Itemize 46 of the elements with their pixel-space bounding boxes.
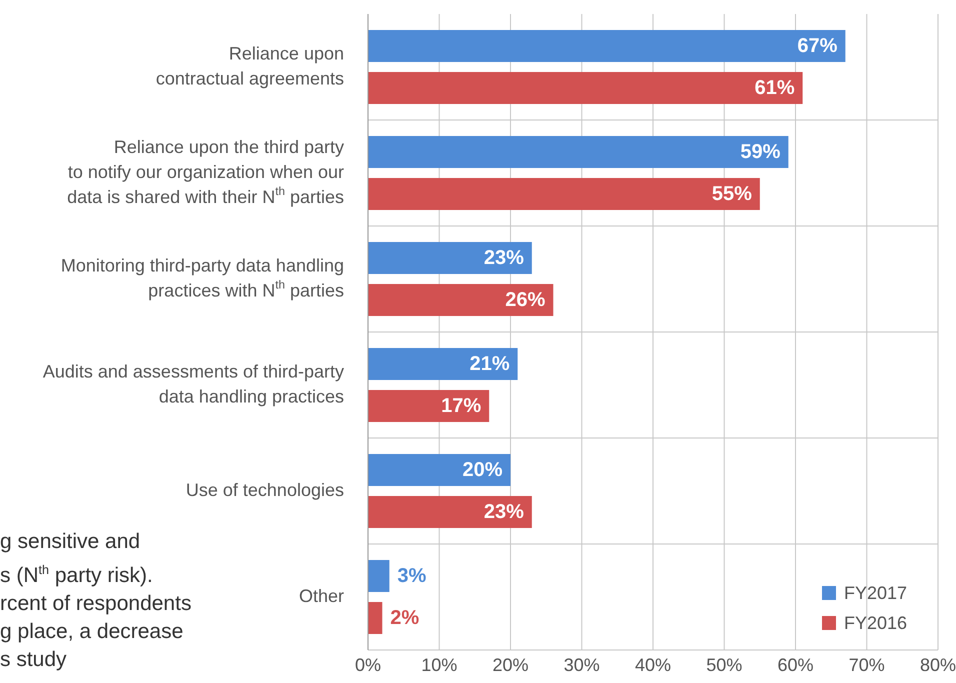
data-label: 20% [462, 459, 503, 481]
legend-label: FY2017 [844, 582, 908, 604]
bar [368, 242, 532, 274]
x-tick-label: 40% [634, 654, 672, 675]
data-label: 23% [484, 247, 524, 269]
text: g sensitive and [0, 530, 140, 553]
text: s (N$^{th}$ party risk). [0, 563, 153, 587]
x-tick-label: 10% [421, 654, 458, 675]
y-tick-label: Monitoring third-party data handling practices with N$^{th}$ parties [60, 255, 344, 300]
bar [368, 496, 532, 528]
data-label: 61% [754, 77, 795, 99]
x-tick-label: 60% [777, 654, 814, 675]
x-tick-label: 30% [564, 654, 600, 675]
data-label: 23% [484, 501, 524, 523]
text: g place, a decrease [0, 620, 184, 643]
y-tick-label: Reliance upon contractual agreements [156, 43, 344, 88]
y-tick-label: Audits and assessments of third-party data handling practices [42, 361, 344, 406]
bar [368, 136, 788, 168]
bar [368, 454, 510, 486]
bar [368, 348, 518, 380]
y-tick-label: Use of technologies [186, 480, 344, 500]
data-label: 17% [441, 395, 482, 417]
bar [368, 178, 760, 210]
y-tick-label: Other [298, 586, 344, 606]
bar [368, 560, 390, 592]
data-label: 67% [797, 35, 838, 57]
x-tick-label: 20% [492, 654, 529, 675]
bar [368, 284, 554, 316]
text: s study [0, 648, 67, 671]
legend-label: FY2016 [844, 612, 908, 634]
data-label: 21% [470, 353, 510, 375]
bar [368, 390, 490, 422]
data-label: 2% [390, 607, 420, 629]
x-tick-label: 80% [920, 654, 956, 675]
data-label: 26% [505, 289, 546, 311]
y-tick-label: Reliance upon the third party to notify our organization when our data is shared with their N$^{th}$ parties [67, 136, 344, 207]
x-tick-label: 70% [848, 654, 885, 675]
text: rcent of respondents [0, 592, 192, 615]
x-tick-label: 50% [706, 654, 742, 675]
bar [368, 602, 382, 634]
bar [368, 72, 803, 104]
data-label: 59% [740, 141, 781, 163]
x-tick-label: 0% [354, 654, 382, 675]
data-label: 55% [712, 183, 752, 205]
bar [368, 30, 846, 62]
data-label: 3% [397, 565, 426, 587]
